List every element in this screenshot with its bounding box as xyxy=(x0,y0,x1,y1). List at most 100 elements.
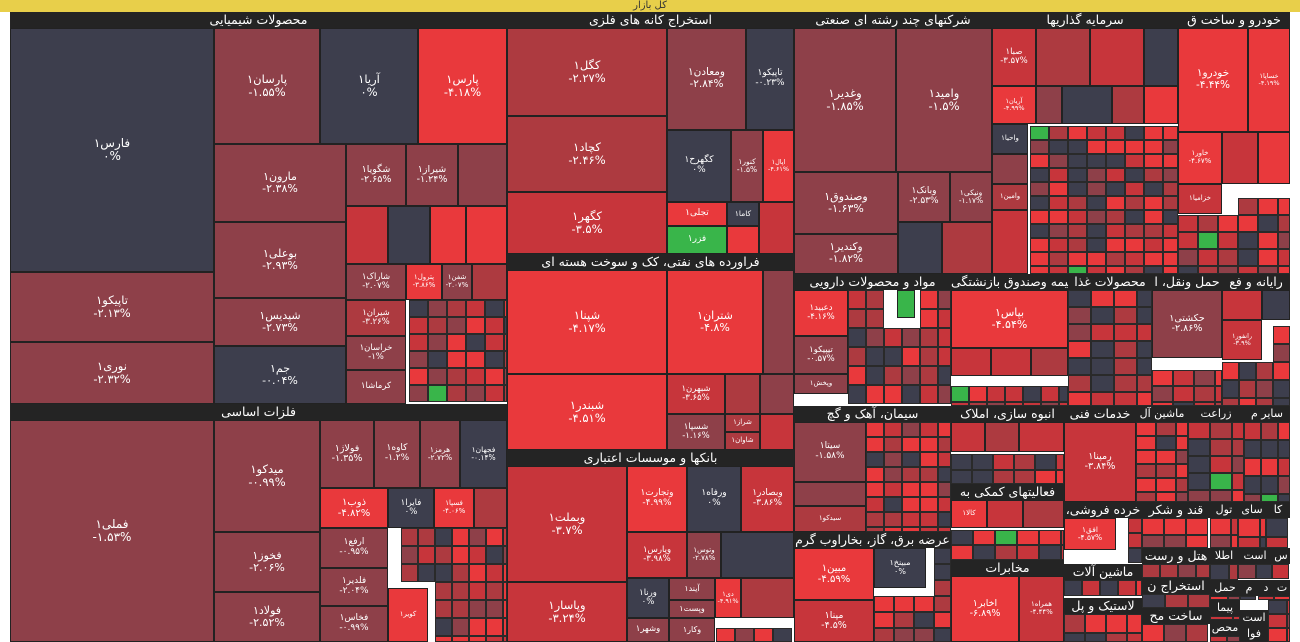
stock-tile-small[interactable] xyxy=(1215,370,1222,386)
stock-tile-small[interactable] xyxy=(1173,402,1194,406)
stock-tile-small[interactable] xyxy=(1125,182,1144,196)
stock-tile-small[interactable] xyxy=(902,347,920,366)
stock-tile[interactable]: فزر۱ xyxy=(667,226,727,254)
stock-tile-small[interactable] xyxy=(1144,266,1163,274)
stock-tile-small[interactable] xyxy=(894,596,914,612)
stock-tile-small[interactable] xyxy=(1232,456,1244,473)
stock-tile-small[interactable] xyxy=(848,328,866,347)
stock-tile[interactable]: وبملت۱ -۳.۷% xyxy=(507,466,627,582)
stock-tile-small[interactable] xyxy=(1156,436,1176,450)
stock-tile-small[interactable] xyxy=(469,528,486,546)
stock-tile-small[interactable] xyxy=(1198,232,1218,249)
stock-tile-small[interactable] xyxy=(1106,224,1125,238)
stock-tile-small[interactable] xyxy=(1049,210,1068,224)
stock-tile-small[interactable] xyxy=(1278,422,1290,440)
stock-tile[interactable] xyxy=(1144,86,1178,124)
sector-header[interactable]: مخابرات xyxy=(951,560,1064,576)
stock-tile[interactable]: فملی۱ -۱.۵۳% xyxy=(10,420,214,642)
stock-tile-small[interactable] xyxy=(1261,422,1278,440)
stock-tile-small[interactable] xyxy=(920,452,938,467)
stock-tile[interactable] xyxy=(1112,86,1144,124)
stock-tile-small[interactable] xyxy=(466,385,485,402)
stock-tile-small[interactable] xyxy=(1087,168,1106,182)
stock-tile-small[interactable] xyxy=(466,317,485,334)
stock-tile-small[interactable] xyxy=(1056,470,1064,484)
stock-tile[interactable]: وامید۱ -۱.۵% xyxy=(896,28,992,172)
stock-tile-small[interactable] xyxy=(1176,436,1188,450)
stock-tile-small[interactable] xyxy=(1030,238,1049,252)
stock-tile-small[interactable] xyxy=(1106,238,1125,252)
stock-tile-small[interactable] xyxy=(1068,392,1091,406)
stock-tile-small[interactable] xyxy=(1142,594,1165,608)
stock-tile-small[interactable] xyxy=(1210,473,1232,490)
stock-tile-small[interactable] xyxy=(1106,140,1125,154)
stock-tile-small[interactable] xyxy=(938,290,951,309)
stock-tile-small[interactable] xyxy=(1068,196,1087,210)
stock-tile-small[interactable] xyxy=(1178,232,1198,249)
stock-tile[interactable]: فسپا۱ -۴.۰۶% xyxy=(434,488,474,528)
stock-tile-small[interactable] xyxy=(902,527,920,532)
stock-tile-small[interactable] xyxy=(972,454,993,470)
stock-tile[interactable]: کرماشا۱ xyxy=(346,370,406,404)
stock-tile[interactable]: رمپنا۱ -۳.۸۴% xyxy=(1064,422,1136,502)
stock-tile-small[interactable] xyxy=(938,366,951,385)
stock-tile-small[interactable] xyxy=(1068,126,1087,140)
stock-tile-small[interactable] xyxy=(1087,238,1106,252)
stock-tile[interactable]: رانفور۱ -۳.۹% xyxy=(1222,320,1262,360)
stock-tile-small[interactable] xyxy=(1091,307,1114,324)
stock-tile-small[interactable] xyxy=(485,317,504,334)
stock-tile[interactable]: فخاس۱ -۰.۹۹% xyxy=(320,606,388,642)
stock-tile-small[interactable] xyxy=(1261,476,1278,494)
stock-tile[interactable]: جم۱ -۰.۰۴% xyxy=(214,346,346,404)
stock-tile-small[interactable] xyxy=(1144,238,1163,252)
stock-tile-small[interactable] xyxy=(485,351,504,368)
stock-tile[interactable]: دعبید۱ -۴.۱۶% xyxy=(794,290,848,336)
stock-tile-small[interactable] xyxy=(1114,341,1137,358)
stock-tile-small[interactable] xyxy=(1049,140,1068,154)
stock-tile[interactable]: خودرو۱ -۴.۴۴% xyxy=(1178,28,1248,132)
stock-tile-small[interactable] xyxy=(1118,580,1136,596)
stock-tile[interactable]: کگهرح۱ ۰% xyxy=(667,130,731,202)
stock-tile[interactable]: کاوه۱ -۱.۲% xyxy=(374,420,420,488)
stock-tile-small[interactable] xyxy=(938,467,951,482)
stock-tile-small[interactable] xyxy=(469,546,486,564)
stock-tile-small[interactable] xyxy=(920,347,938,366)
stock-tile-small[interactable] xyxy=(1106,210,1125,224)
stock-tile-small[interactable] xyxy=(401,546,418,564)
stock-tile-small[interactable] xyxy=(866,366,884,385)
stock-tile-small[interactable] xyxy=(920,366,938,385)
stock-tile-small[interactable] xyxy=(1087,182,1106,196)
stock-tile[interactable] xyxy=(951,422,985,452)
stock-tile-small[interactable] xyxy=(1266,518,1288,537)
stock-tile-small[interactable] xyxy=(1064,614,1085,633)
stock-tile-small[interactable] xyxy=(866,385,884,404)
stock-tile-small[interactable] xyxy=(1278,249,1290,266)
stock-tile[interactable] xyxy=(794,482,866,506)
stock-tile-small[interactable] xyxy=(1156,422,1176,436)
stock-tile-small[interactable] xyxy=(1260,518,1266,537)
stock-tile-small[interactable] xyxy=(1188,439,1210,456)
stock-tile-small[interactable] xyxy=(1056,454,1064,470)
sector-header[interactable]: ماشین آلات xyxy=(1064,564,1142,580)
sector-header[interactable]: سرمایه گذاریها xyxy=(992,12,1178,28)
stock-tile[interactable]: فارس۱ ۰% xyxy=(10,28,214,272)
stock-tile-small[interactable] xyxy=(894,628,914,642)
stock-tile-small[interactable] xyxy=(1156,492,1176,502)
stock-tile-small[interactable] xyxy=(1231,535,1238,548)
stock-tile-small[interactable] xyxy=(1244,440,1261,458)
stock-tile-small[interactable] xyxy=(435,564,452,582)
stock-tile-small[interactable] xyxy=(902,366,920,385)
stock-tile[interactable]: بوعلی۱ -۲.۹۳% xyxy=(214,222,346,298)
stock-tile-small[interactable] xyxy=(995,545,1017,560)
stock-tile-small[interactable] xyxy=(848,347,866,366)
stock-tile-small[interactable] xyxy=(1152,370,1173,386)
stock-tile-small[interactable] xyxy=(452,564,469,582)
stock-tile-small[interactable] xyxy=(1137,324,1152,341)
stock-tile-small[interactable] xyxy=(938,347,951,366)
stock-tile[interactable] xyxy=(985,422,1019,452)
stock-tile-small[interactable] xyxy=(866,467,884,482)
stock-tile-small[interactable] xyxy=(1238,564,1256,579)
stock-tile-small[interactable] xyxy=(1125,224,1144,238)
stock-tile-small[interactable] xyxy=(866,290,884,309)
stock-tile[interactable] xyxy=(992,154,1028,184)
